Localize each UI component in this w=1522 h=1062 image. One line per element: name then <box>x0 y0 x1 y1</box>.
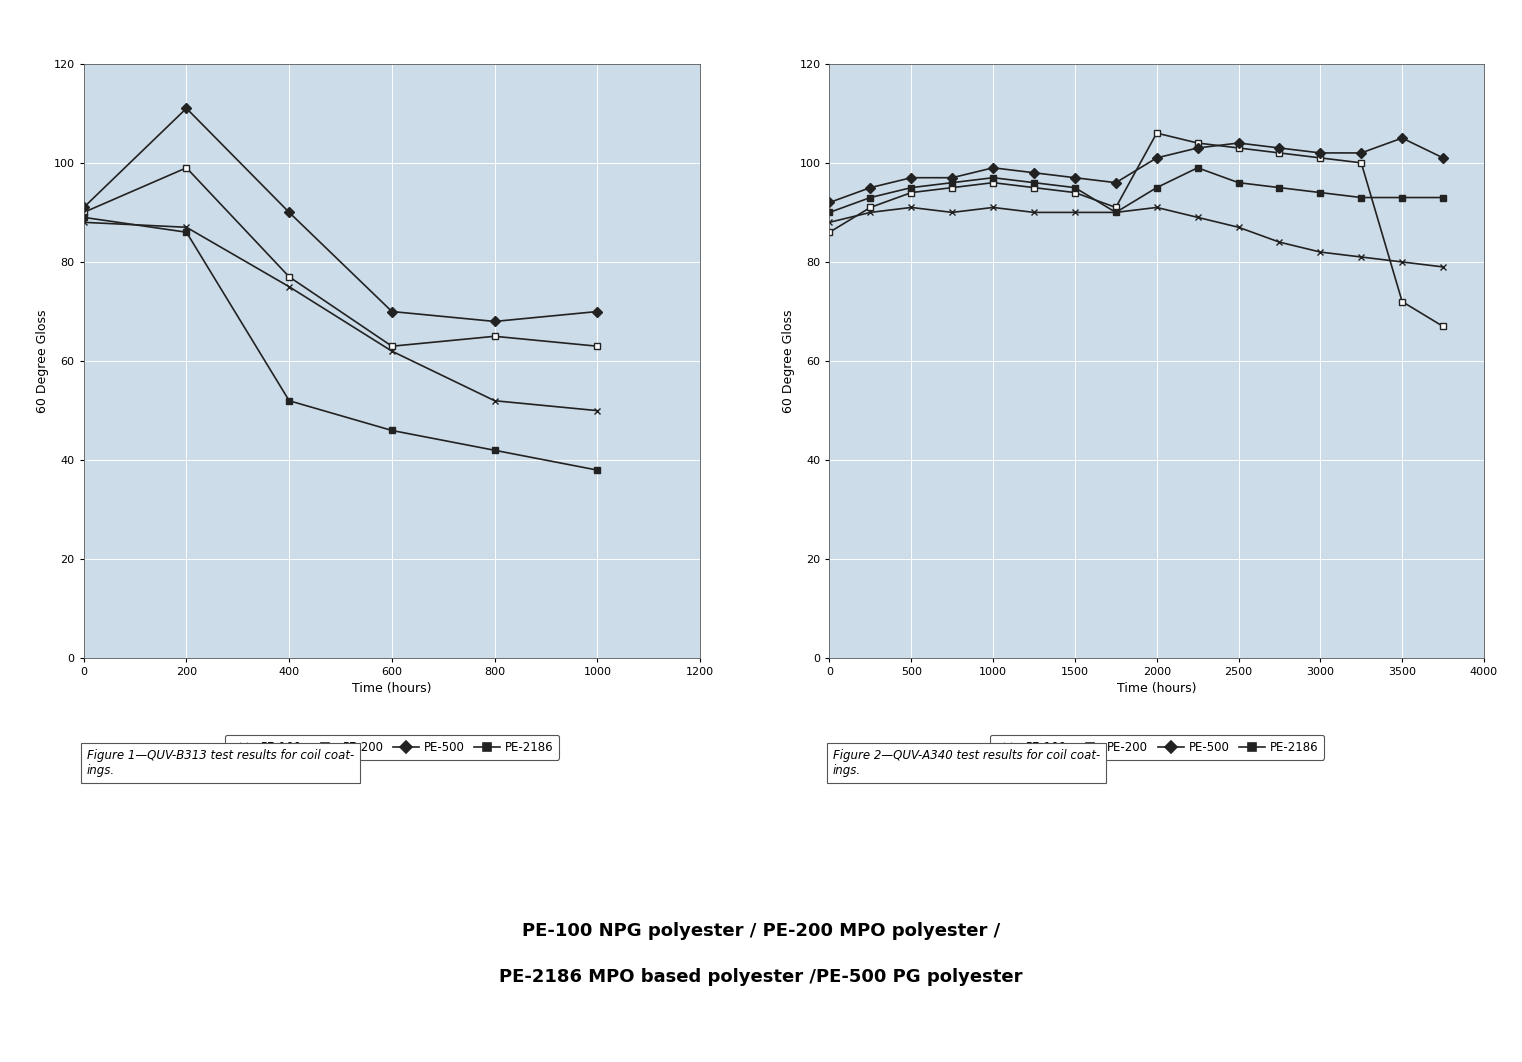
Text: Figure 1—QUV-B313 test results for coil coat-
ings.: Figure 1—QUV-B313 test results for coil … <box>87 749 355 776</box>
Text: PE-100 NPG polyester / PE-200 MPO polyester /: PE-100 NPG polyester / PE-200 MPO polyes… <box>522 922 1000 940</box>
X-axis label: Time (hours): Time (hours) <box>1117 682 1196 695</box>
Text: Figure 2—QUV-A340 test results for coil coat-
ings.: Figure 2—QUV-A340 test results for coil … <box>833 749 1100 776</box>
Text: PE-2186 MPO based polyester /PE-500 PG polyester: PE-2186 MPO based polyester /PE-500 PG p… <box>499 967 1023 986</box>
Legend: PE-100, PE-200, PE-500, PE-2186: PE-100, PE-200, PE-500, PE-2186 <box>989 735 1324 759</box>
Y-axis label: 60 Degree Gloss: 60 Degree Gloss <box>782 309 794 413</box>
Y-axis label: 60 Degree Gloss: 60 Degree Gloss <box>37 309 49 413</box>
X-axis label: Time (hours): Time (hours) <box>352 682 432 695</box>
Legend: PE-100, PE-200, PE-500, PE-2186: PE-100, PE-200, PE-500, PE-2186 <box>225 735 559 759</box>
